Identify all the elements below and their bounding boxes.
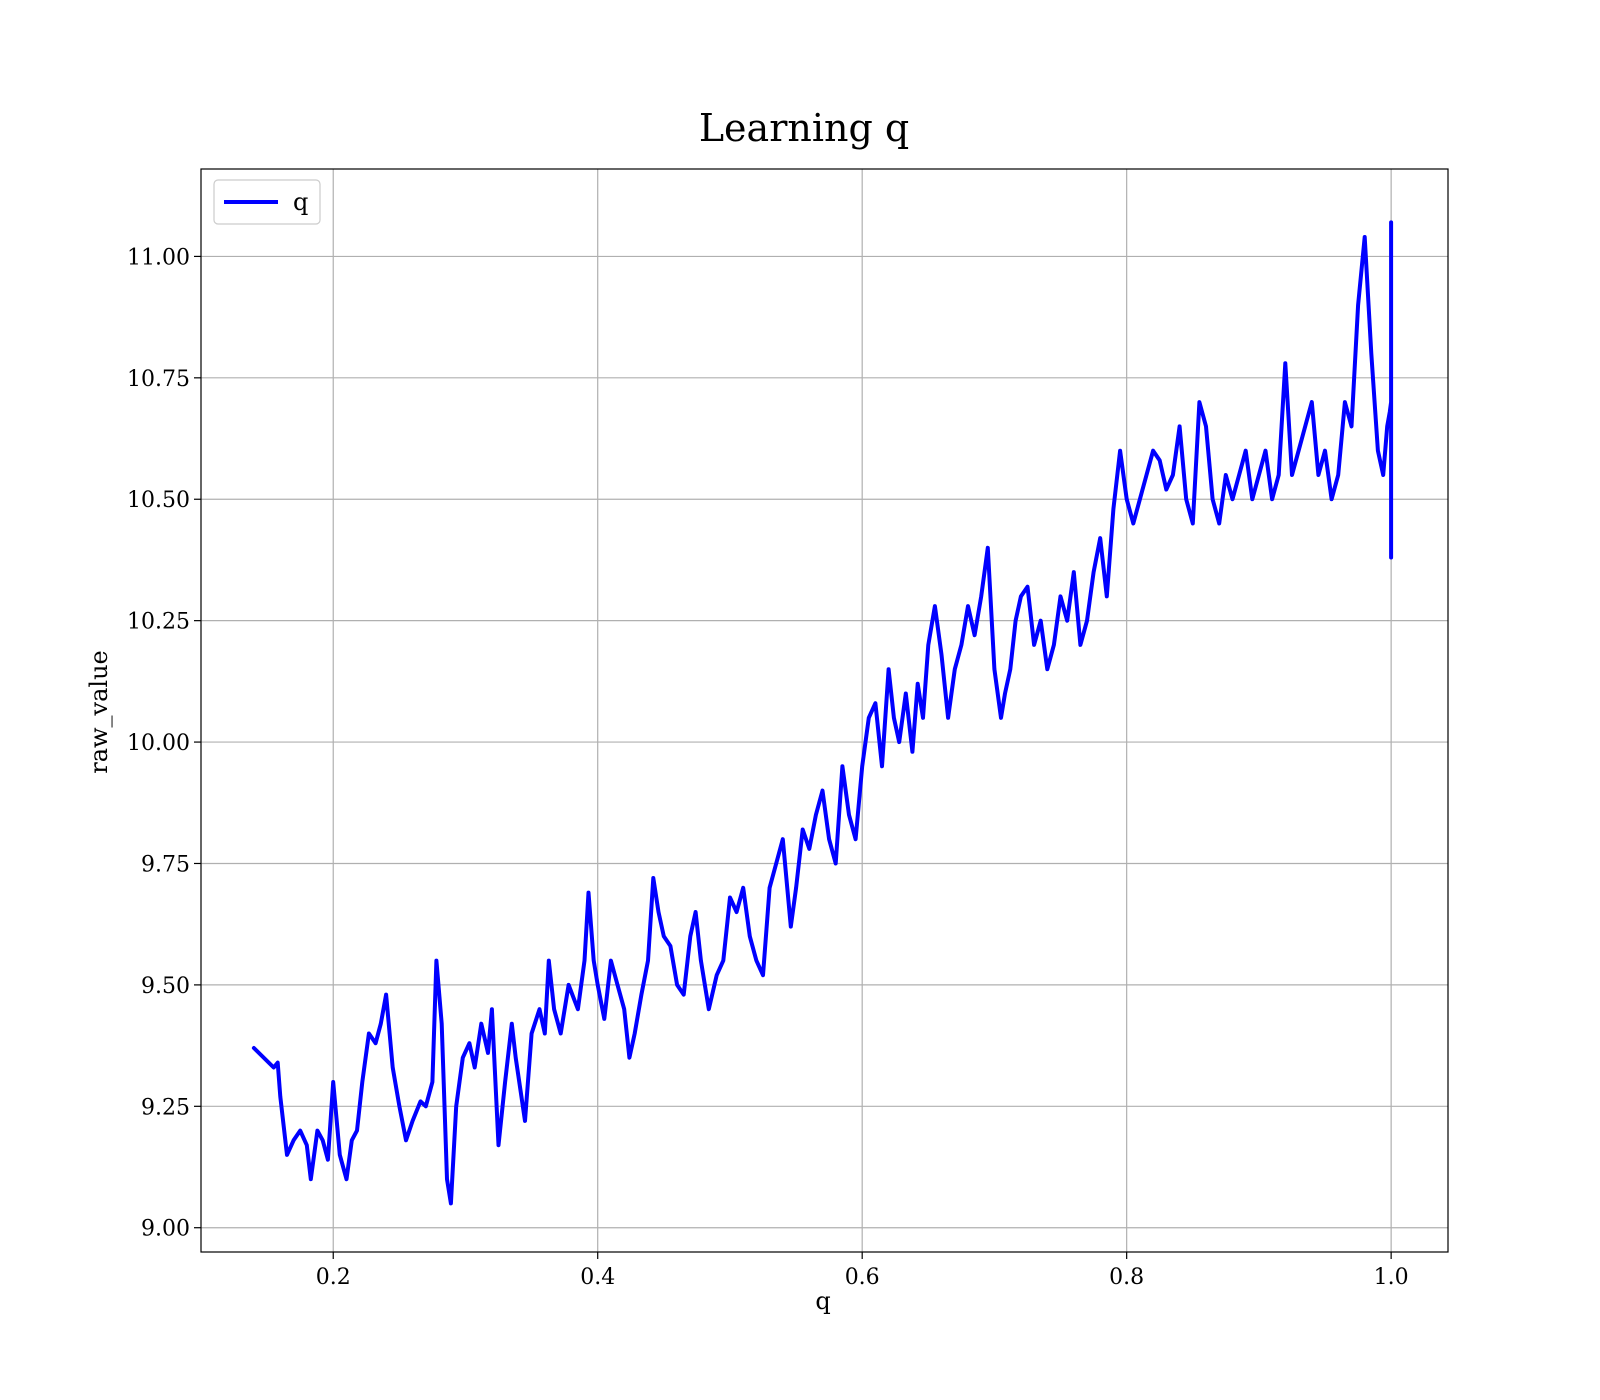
y-tick-label: 10.00: [127, 731, 190, 756]
y-axis-label: raw_value: [85, 650, 113, 774]
y-tick-label: 9.00: [141, 1217, 190, 1242]
y-axis-ticks: 9.00 9.25 9.50 9.75 10.00 10.25 10.50 10.75 11.0…: [127, 245, 201, 1242]
x-tick-label: 0.2: [316, 1265, 351, 1290]
x-axis-label: q: [815, 1287, 830, 1315]
y-tick-label: 10.75: [127, 367, 190, 392]
x-tick-label: 0.4: [580, 1265, 615, 1290]
y-tick-label: 9.75: [141, 852, 190, 877]
y-tick-label: 9.50: [141, 974, 190, 999]
series-layer: [251, 220, 1394, 1206]
x-tick-label: 0.8: [1109, 1265, 1144, 1290]
legend: q: [213, 179, 321, 225]
series-line-q: [251, 220, 1394, 1206]
y-tick-label: 9.25: [141, 1095, 190, 1120]
grid-lines: [201, 169, 1448, 1252]
x-tick-label: 0.6: [845, 1265, 880, 1290]
chart-title: Learning q: [699, 106, 909, 150]
x-tick-label: 1.0: [1374, 1265, 1409, 1290]
y-tick-label: 11.00: [127, 245, 190, 270]
x-axis-ticks: 0.2 0.4 0.6 0.8 1.0: [316, 1252, 1409, 1290]
legend-label: q: [293, 188, 308, 216]
y-tick-label: 10.25: [127, 610, 190, 635]
y-tick-label: 10.50: [127, 488, 190, 513]
plot-area-frame: [200, 168, 1449, 1253]
